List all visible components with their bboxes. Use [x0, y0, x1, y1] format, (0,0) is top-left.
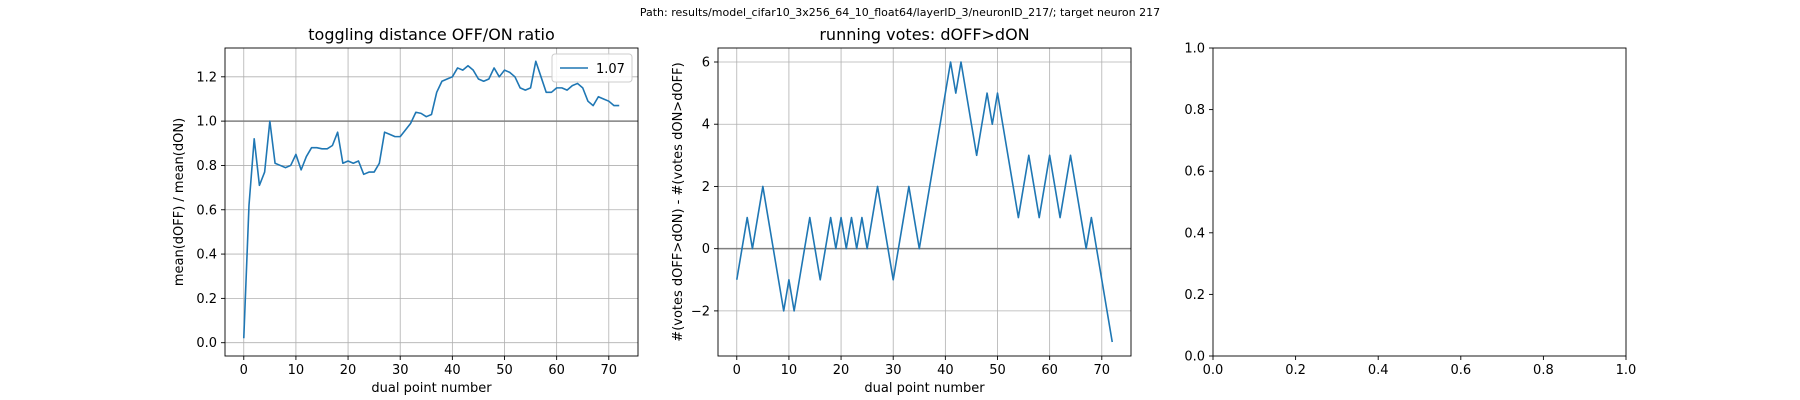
x-tick-label: 0 [240, 363, 248, 378]
y-tick-label: 0.0 [196, 336, 217, 351]
y-tick-label: 1.0 [196, 115, 217, 130]
x-tick-label: 10 [288, 363, 305, 378]
y-tick-label: −2 [691, 304, 710, 319]
axes-frame [1212, 47, 1627, 357]
chart-panel-3: 0.0 0.2 0.4 0.6 0.8 1.0 0.0 0.2 0.4 0.6 0.8 1.0 [1184, 42, 1636, 379]
y-tick-label: 0 [702, 242, 710, 257]
x-tick-label: 20 [833, 363, 850, 378]
x-tick-label: 0.2 [1285, 363, 1306, 378]
x-tick-label: 70 [601, 363, 618, 378]
y-tick-label: 6 [702, 56, 710, 71]
x-tick-label: 20 [340, 363, 357, 378]
x-tick-label: 40 [444, 363, 461, 378]
x-axis-label: dual point number [371, 381, 492, 396]
x-tick-label: 50 [496, 363, 513, 378]
y-tick-label: 2 [702, 180, 710, 195]
x-tick-label: 0.4 [1368, 363, 1389, 378]
x-tick-label: 1.0 [1616, 363, 1637, 378]
legend-box [551, 53, 633, 83]
x-tick-label: 60 [1041, 363, 1058, 378]
axes-frame [717, 47, 1132, 357]
y-tick-label: 0.8 [196, 159, 217, 174]
chart-panel-1: 0 10 20 30 40 50 60 70 0.0 0.2 0.4 0.6 0.8 1.0 1.2 togg… [172, 25, 639, 396]
y-tick-label: 0.4 [196, 248, 217, 263]
axes-frame [224, 47, 639, 357]
x-tick-label: 60 [548, 363, 565, 378]
x-tick-label: 30 [885, 363, 902, 378]
y-axis-label: #(votes dOFF>dON) - #(votes dON>dOFF) [671, 62, 686, 341]
data-series-line-1 [242, 60, 620, 339]
x-tick-label: 0.6 [1450, 363, 1471, 378]
y-tick-label: 0.2 [1184, 288, 1205, 303]
x-tick-label: 0 [733, 363, 741, 378]
x-axis-label: dual point number [864, 381, 985, 396]
y-tick-label: 0.8 [1184, 103, 1205, 118]
y-tick-label: 0.6 [196, 203, 217, 218]
y-tick-label: 0.6 [1184, 165, 1205, 180]
y-axis-label: mean(dOFF) / mean(dON) [172, 118, 187, 286]
y-tick-label: 0.0 [1184, 350, 1205, 365]
y-tick-label: 1.2 [196, 70, 217, 85]
x-tick-label: 50 [989, 363, 1006, 378]
y-tick-label: 0.2 [196, 292, 217, 307]
chart-title: toggling distance OFF/ON ratio [308, 25, 554, 44]
x-tick-label: 40 [937, 363, 954, 378]
x-tick-label: 70 [1094, 363, 1111, 378]
legend-entry-label: 1.07 [596, 62, 625, 77]
x-tick-label: 30 [392, 363, 409, 378]
y-tick-label: 0.4 [1184, 226, 1205, 241]
x-tick-label: 10 [781, 363, 798, 378]
figure-suptitle: Path: results/model_cifar10_3x256_64_10_… [639, 6, 1161, 19]
data-series-line-1 [735, 61, 1114, 343]
chart-panel-2: 0 10 20 30 40 50 60 70 −2 0 2 4 6 running votes: dOFF… [671, 25, 1132, 396]
x-tick-label: 0.0 [1203, 363, 1224, 378]
y-tick-label: 4 [702, 118, 710, 133]
x-tick-label: 0.8 [1533, 363, 1554, 378]
chart-title: running votes: dOFF>dON [819, 25, 1029, 44]
y-tick-label: 1.0 [1184, 42, 1205, 57]
